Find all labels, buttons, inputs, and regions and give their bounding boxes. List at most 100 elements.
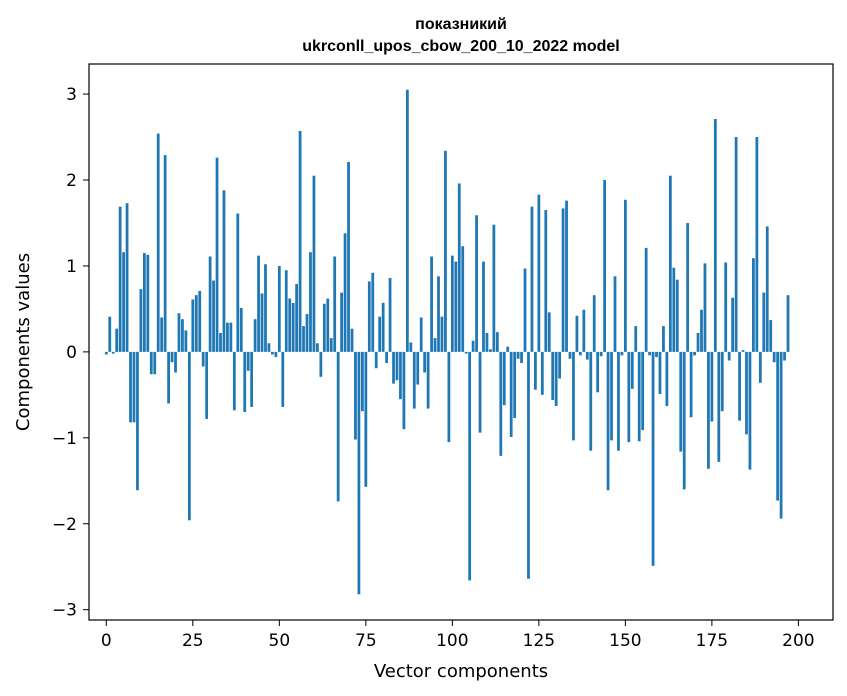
bar (776, 351, 780, 501)
bar (464, 351, 468, 354)
bar (579, 351, 582, 356)
bar (115, 328, 119, 352)
y-tick-label: 0 (66, 343, 77, 363)
bar (409, 342, 413, 352)
bar (326, 298, 330, 352)
x-tick-label: 25 (182, 631, 204, 651)
bar (222, 190, 226, 352)
bar (298, 131, 302, 352)
bar (478, 351, 482, 433)
y-tick-label: 3 (66, 85, 77, 105)
bar (665, 351, 669, 407)
bar (786, 295, 790, 352)
bar (783, 351, 786, 361)
bar (291, 302, 295, 352)
bar (374, 351, 378, 369)
bar (447, 351, 451, 443)
bar (146, 254, 150, 352)
bar (167, 351, 170, 404)
bar (253, 319, 257, 352)
bar (457, 183, 461, 352)
bar (430, 256, 433, 352)
bar (738, 351, 741, 421)
y-tick-label: −2 (52, 515, 77, 535)
bar (703, 263, 707, 352)
bar (523, 268, 527, 352)
bar (613, 276, 617, 352)
bar (177, 313, 181, 352)
bar (312, 175, 316, 352)
bar (679, 351, 683, 452)
bar (142, 253, 146, 352)
bar (316, 343, 319, 352)
bar (489, 349, 492, 352)
bar (720, 351, 724, 412)
bar (772, 351, 776, 363)
bar (395, 351, 399, 381)
bar (302, 326, 305, 352)
bar (243, 351, 247, 413)
bar (354, 351, 357, 440)
bar (558, 351, 562, 379)
bar (527, 351, 530, 579)
bar (516, 351, 520, 359)
chart-title-line-2: ukrconll_upos_cbow_200_10_2022 model (302, 38, 619, 55)
bar (575, 315, 579, 352)
bar (648, 351, 651, 356)
bar (693, 351, 696, 356)
bar (471, 340, 475, 352)
y-tick-label: −3 (52, 601, 77, 621)
bar (264, 264, 267, 352)
bar (731, 297, 735, 352)
bar (561, 208, 565, 352)
bar (530, 206, 534, 352)
bar (534, 351, 537, 390)
y-tick-label: 2 (66, 171, 77, 191)
bar (104, 351, 108, 355)
bar (492, 224, 496, 352)
bar (724, 262, 728, 352)
bar (160, 317, 164, 352)
bar (437, 276, 440, 352)
bar (499, 351, 503, 456)
bar (592, 295, 596, 352)
bar (672, 267, 676, 352)
bar (212, 280, 215, 352)
bar (184, 330, 188, 352)
bar (191, 299, 195, 352)
x-tick-label: 200 (782, 631, 814, 651)
bar (118, 206, 122, 352)
bar (226, 322, 229, 352)
bar (444, 150, 447, 352)
bar (153, 351, 157, 375)
bar (122, 252, 125, 352)
bar (423, 351, 427, 373)
bar (322, 303, 326, 352)
bar (405, 89, 409, 352)
bar (689, 351, 693, 418)
bar (360, 351, 364, 412)
bars (104, 89, 790, 595)
bar (288, 298, 292, 352)
bar (416, 351, 420, 385)
bar (765, 226, 769, 352)
bar (544, 210, 548, 352)
bar (596, 351, 600, 393)
bar (129, 351, 132, 423)
bar (371, 272, 375, 352)
bar (343, 233, 347, 352)
bar (644, 247, 648, 352)
bar (658, 351, 662, 394)
bar (333, 256, 337, 352)
bar (617, 351, 620, 451)
y-axis-label: Components values (13, 253, 34, 431)
bar (149, 351, 153, 375)
y-tick-label: 1 (66, 257, 77, 277)
bar (741, 350, 745, 352)
bar (277, 265, 281, 352)
bar (641, 351, 645, 431)
bar (205, 351, 209, 419)
bar (267, 343, 271, 352)
bar (426, 351, 430, 409)
bar (662, 326, 665, 352)
